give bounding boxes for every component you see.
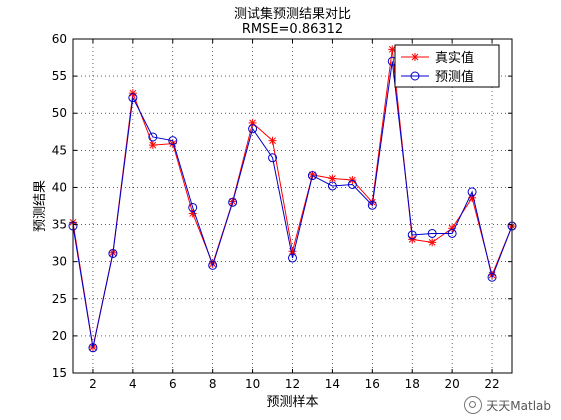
- x-tick-label: 14: [325, 377, 340, 391]
- data-point: [327, 181, 337, 191]
- legend-entry: 预测值: [401, 69, 474, 85]
- legend-marker: [410, 71, 420, 81]
- plot-frame: [72, 38, 513, 374]
- x-tick-label: 18: [405, 377, 420, 391]
- y-tick-label: 35: [52, 218, 67, 232]
- data-point: [367, 200, 377, 210]
- data-point: [328, 174, 337, 183]
- legend-entry: 真实值: [401, 50, 474, 66]
- y-tick-label: 55: [52, 69, 67, 83]
- y-tick-label: 45: [52, 143, 67, 157]
- data-point: [487, 272, 497, 282]
- data-point: [467, 187, 477, 197]
- data-point: [427, 228, 437, 238]
- watermark-text: 天天Matlab: [486, 398, 551, 413]
- data-point: [208, 260, 218, 270]
- legend-label: 真实值: [435, 50, 474, 66]
- data-point: [128, 93, 138, 103]
- data-point: [248, 124, 258, 134]
- x-tick-label: 2: [89, 377, 97, 391]
- data-point: [428, 238, 437, 247]
- x-tick-label: 20: [444, 377, 459, 391]
- x-tick-label: 6: [169, 377, 177, 391]
- tick-layer: 2 4 6 8 10 12 14 16 18 20 22 15 20 25 30 35 40 45 50 55 60: [52, 32, 512, 391]
- data-point: [108, 249, 118, 259]
- legend-label: 预测值: [435, 69, 474, 85]
- y-tick-label: 40: [52, 180, 67, 194]
- data-point: [268, 136, 277, 145]
- series-line: [72, 61, 513, 348]
- data-point: [188, 202, 198, 212]
- y-tick-label: 30: [52, 255, 67, 269]
- chart-title: 测试集预测结果对比: [234, 6, 351, 22]
- x-tick-label: 10: [245, 377, 260, 391]
- data-point: [288, 253, 297, 263]
- y-axis-label: 预测结果: [33, 180, 48, 232]
- series-layer: [68, 45, 517, 353]
- y-tick-label: 20: [52, 329, 67, 343]
- data-point: [347, 179, 357, 189]
- x-tick-label: 16: [365, 377, 380, 391]
- data-point: [168, 136, 178, 146]
- legend-box: [394, 44, 500, 88]
- watermark: 天天Matlab: [464, 396, 551, 414]
- data-point: [447, 228, 457, 238]
- x-tick-label: 8: [209, 377, 217, 391]
- x-tick-label: 12: [285, 377, 300, 391]
- data-point: [148, 132, 158, 142]
- data-point: [88, 343, 98, 353]
- data-point: [148, 141, 157, 150]
- x-axis-label: 预测样本: [266, 395, 318, 410]
- y-tick-label: 25: [52, 292, 67, 306]
- data-point: [268, 153, 278, 163]
- x-tick-label: 22: [484, 377, 499, 391]
- y-tick-label: 15: [52, 366, 67, 380]
- data-point: [407, 230, 417, 240]
- x-tick-label: 4: [129, 377, 137, 391]
- wechat-icon: [464, 396, 483, 414]
- data-point: [388, 45, 397, 54]
- data-point: [307, 171, 317, 181]
- y-tick-label: 50: [52, 106, 67, 120]
- data-point: [228, 197, 238, 207]
- chart-subtitle: RMSE=0.86312: [242, 22, 343, 37]
- grid-layer: [73, 38, 512, 374]
- legend-marker: [411, 53, 419, 61]
- y-tick-label: 60: [52, 32, 67, 46]
- series-line: [72, 49, 513, 348]
